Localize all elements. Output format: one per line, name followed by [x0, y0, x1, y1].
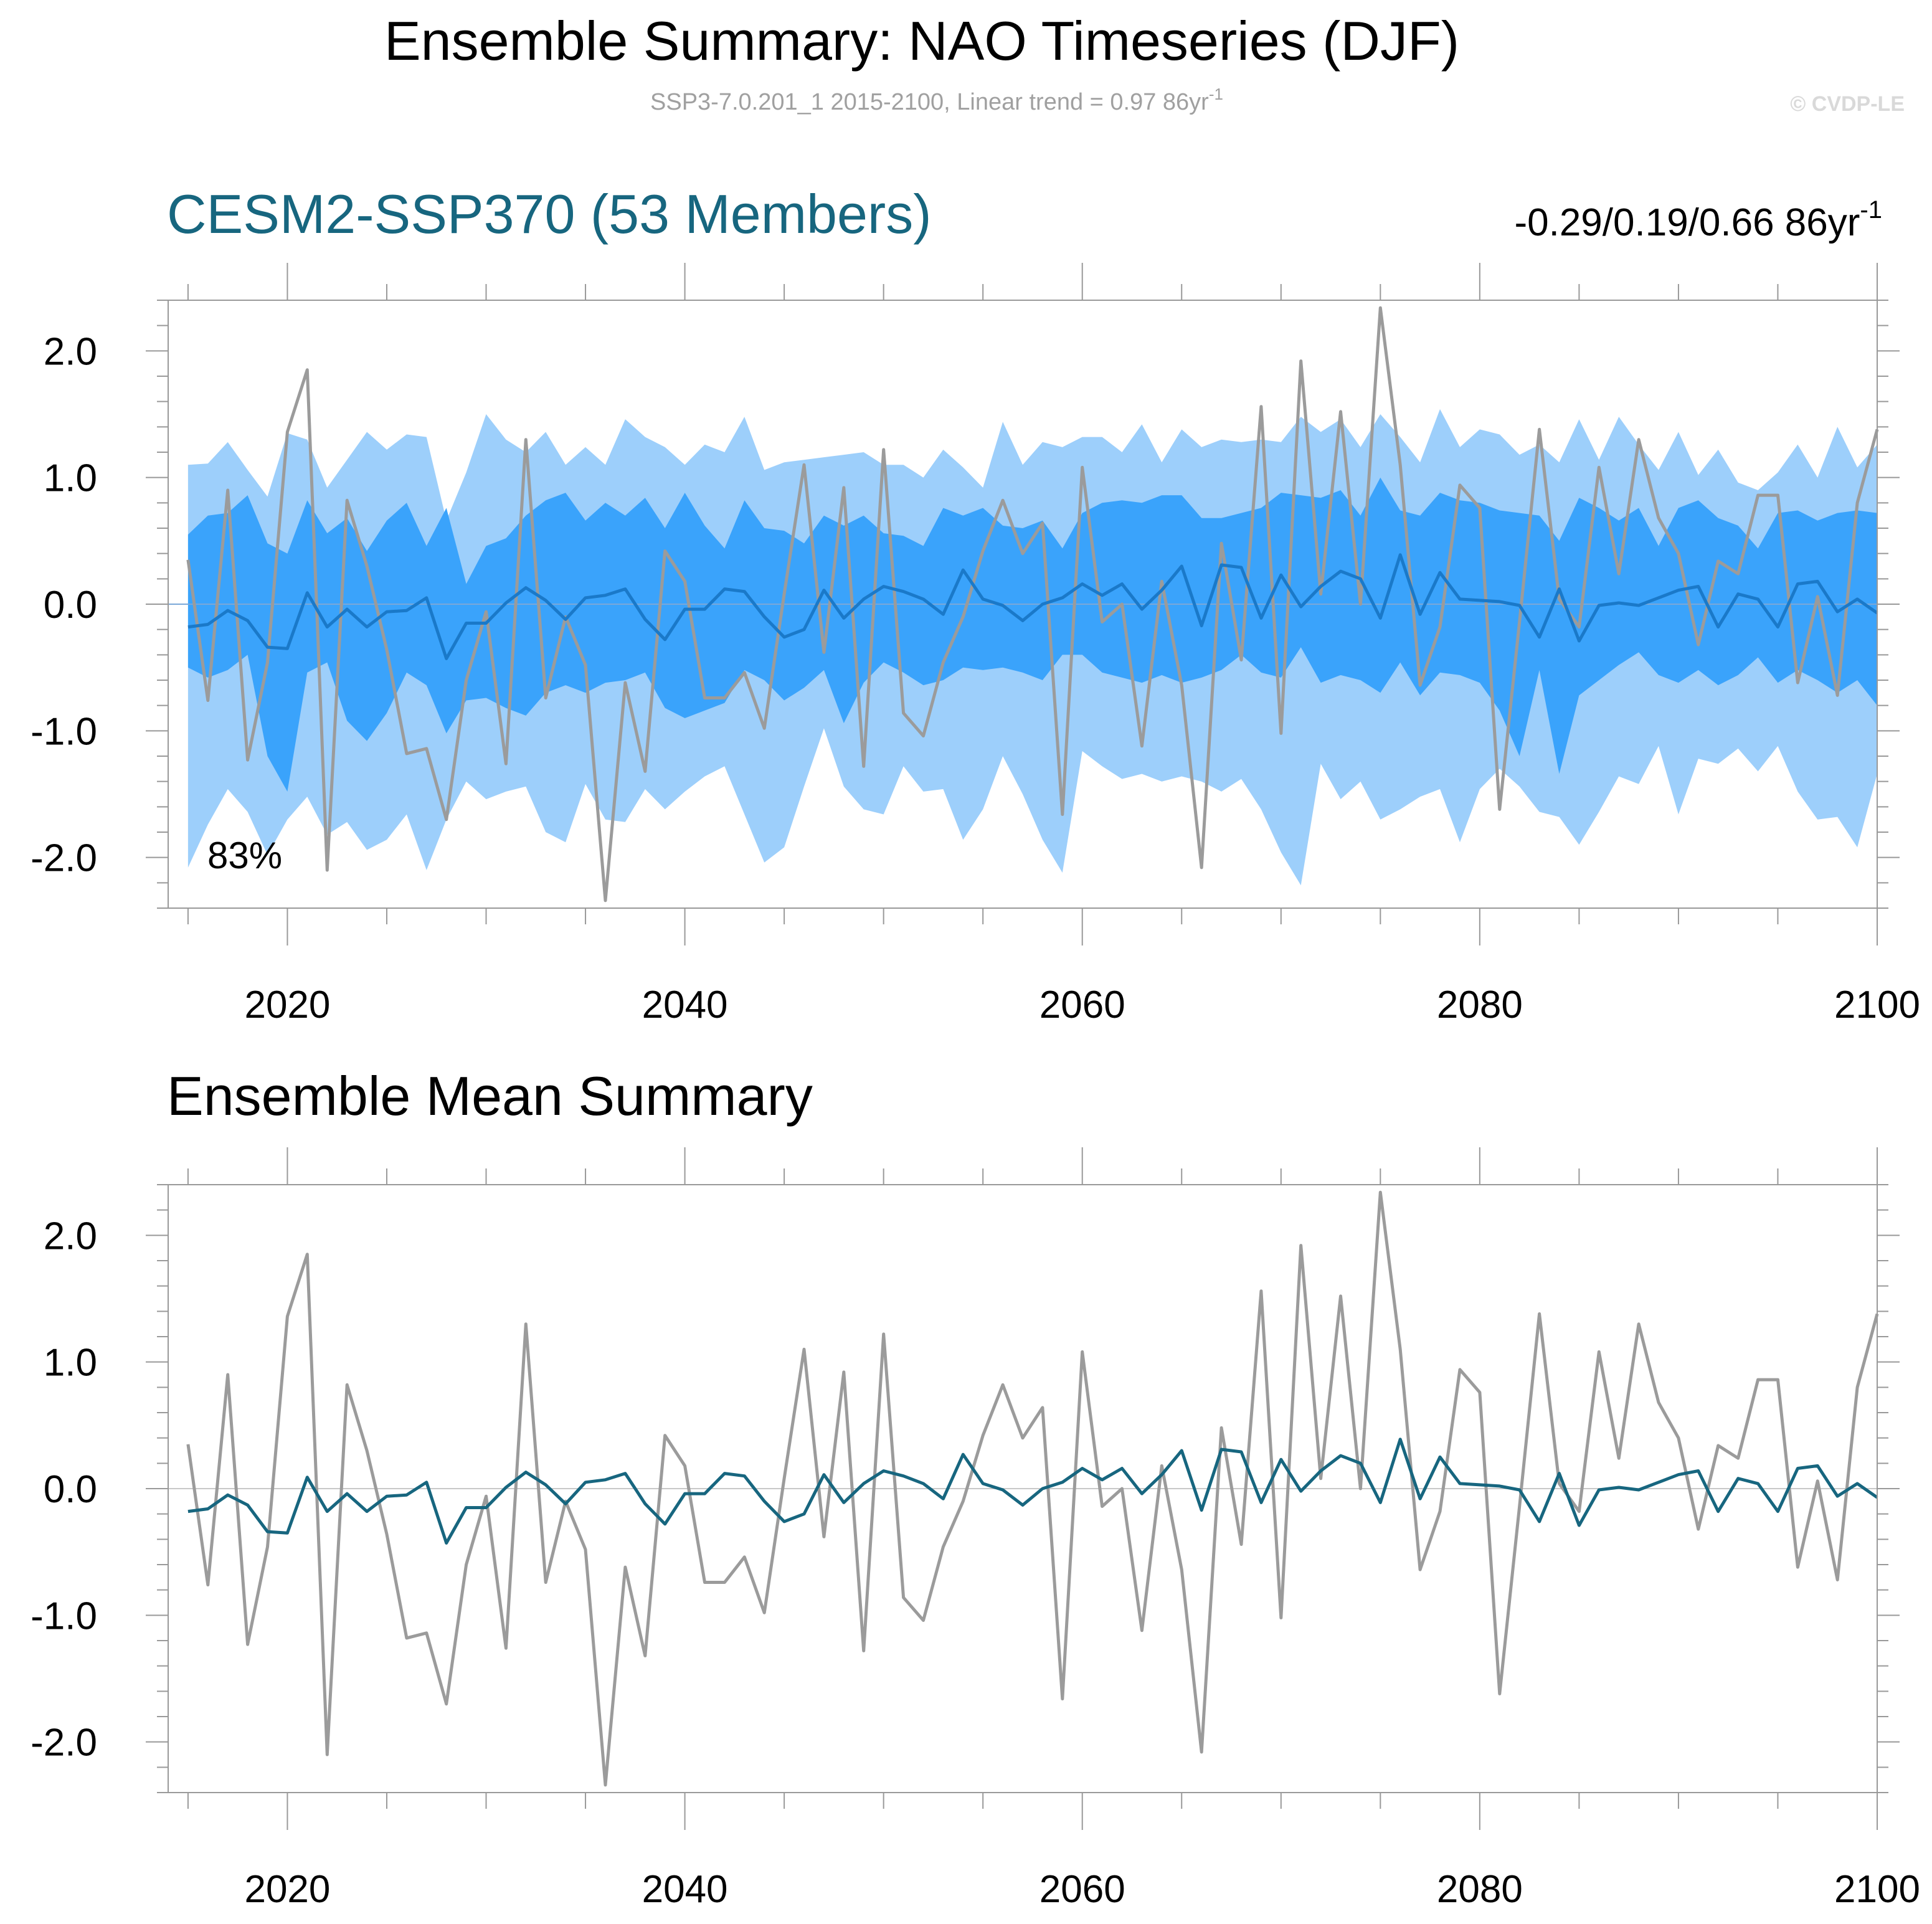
figure-subtitle-superscript: -1 — [1209, 85, 1223, 103]
bottom-panel-title: Ensemble Mean Summary — [167, 1065, 813, 1127]
y-tick-label: 1.0 — [44, 457, 97, 500]
top-panel-plot: 2.0 1.0 0.0 -1.0 -2.0 2020 2040 2060 2080 2100 — [31, 263, 1920, 1026]
x-tick-label: 2080 — [1437, 1868, 1523, 1911]
x-tick-label: 2040 — [642, 983, 728, 1026]
y-tick-label: -1.0 — [31, 710, 97, 753]
ensemble-mean-line — [187, 1438, 1878, 1545]
figure-subtitle: SSP3-7.0.201_1 2015-2100, Linear trend =… — [650, 85, 1223, 115]
x-axis: 2020 2040 2060 2080 2100 — [187, 263, 1920, 1026]
top-panel-percent-label: 83% — [207, 835, 282, 876]
x-tick-label: 2040 — [642, 1868, 728, 1911]
bottom-panel-plot: 2.0 1.0 0.0 -1.0 -2.0 2020 2040 2060 2080 2100 — [31, 1147, 1920, 1911]
y-tick-label: 2.0 — [44, 330, 97, 373]
y-tick-label: -2.0 — [31, 837, 97, 880]
x-tick-label: 2060 — [1039, 983, 1125, 1026]
y-tick-label: 0.0 — [44, 584, 97, 627]
y-axis: 2.0 1.0 0.0 -1.0 -2.0 — [31, 300, 1900, 909]
y-axis: 2.0 1.0 0.0 -1.0 -2.0 — [31, 1184, 1900, 1793]
x-axis: 2020 2040 2060 2080 2100 — [187, 1147, 1920, 1911]
y-tick-label: 1.0 — [44, 1342, 97, 1385]
y-tick-label: 2.0 — [44, 1215, 97, 1258]
figure-subtitle-text: SSP3-7.0.201_1 2015-2100, Linear trend =… — [650, 89, 1209, 115]
x-tick-label: 2020 — [244, 983, 330, 1026]
y-tick-label: -1.0 — [31, 1595, 97, 1637]
watermark: © CVDP-LE — [1790, 92, 1905, 116]
x-tick-label: 2020 — [244, 1868, 330, 1911]
figure-title: Ensemble Summary: NAO Timeseries (DJF) — [384, 10, 1459, 72]
top-panel-title: CESM2-SSP370 (53 Members) — [167, 183, 932, 245]
x-tick-label: 2100 — [1834, 983, 1920, 1026]
y-tick-label: -2.0 — [31, 1722, 97, 1765]
top-panel-trend-summary: -0.29/0.19/0.66 86yr-1 — [1514, 196, 1882, 244]
top-panel-trend-text: -0.29/0.19/0.66 86yr — [1514, 201, 1860, 244]
top-panel-trend-superscript: -1 — [1860, 196, 1882, 224]
x-tick-label: 2060 — [1039, 1868, 1125, 1911]
x-tick-label: 2100 — [1834, 1868, 1920, 1911]
ensemble-inner-range-band — [187, 477, 1878, 792]
y-tick-label: 0.0 — [44, 1468, 97, 1511]
x-tick-label: 2080 — [1437, 983, 1523, 1026]
observations-line — [186, 1190, 1879, 1787]
ensemble-mean-line — [187, 553, 1878, 660]
observations-line — [186, 306, 1879, 903]
